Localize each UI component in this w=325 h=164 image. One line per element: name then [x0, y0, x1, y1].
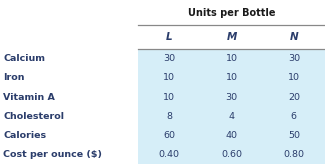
Text: 10: 10: [163, 92, 175, 102]
FancyBboxPatch shape: [201, 107, 263, 126]
Text: 10: 10: [226, 73, 238, 82]
FancyBboxPatch shape: [138, 107, 201, 126]
Text: 0.80: 0.80: [283, 150, 304, 159]
Text: 40: 40: [226, 131, 238, 140]
Text: 10: 10: [288, 73, 300, 82]
FancyBboxPatch shape: [201, 68, 263, 87]
Text: 4: 4: [228, 112, 235, 121]
Text: 30: 30: [288, 54, 300, 63]
Text: 0.40: 0.40: [159, 150, 180, 159]
Text: Cholesterol: Cholesterol: [3, 112, 64, 121]
FancyBboxPatch shape: [138, 68, 201, 87]
Text: 30: 30: [163, 54, 175, 63]
FancyBboxPatch shape: [201, 49, 263, 68]
Text: 50: 50: [288, 131, 300, 140]
FancyBboxPatch shape: [263, 68, 325, 87]
FancyBboxPatch shape: [138, 145, 201, 164]
Text: 0.60: 0.60: [221, 150, 242, 159]
FancyBboxPatch shape: [263, 87, 325, 107]
FancyBboxPatch shape: [263, 145, 325, 164]
Text: Cost per ounce ($): Cost per ounce ($): [3, 150, 102, 159]
Text: Vitamin A: Vitamin A: [3, 92, 55, 102]
FancyBboxPatch shape: [138, 49, 201, 68]
FancyBboxPatch shape: [263, 49, 325, 68]
Text: L: L: [166, 32, 173, 42]
Text: 30: 30: [226, 92, 238, 102]
FancyBboxPatch shape: [138, 87, 201, 107]
Text: 8: 8: [166, 112, 172, 121]
Text: M: M: [227, 32, 237, 42]
Text: 10: 10: [226, 54, 238, 63]
Text: 6: 6: [291, 112, 297, 121]
Text: N: N: [290, 32, 298, 42]
Text: 60: 60: [163, 131, 175, 140]
Text: Iron: Iron: [3, 73, 25, 82]
Text: 10: 10: [163, 73, 175, 82]
Text: Calories: Calories: [3, 131, 46, 140]
Text: 20: 20: [288, 92, 300, 102]
FancyBboxPatch shape: [201, 87, 263, 107]
Text: Units per Bottle: Units per Bottle: [188, 8, 275, 18]
FancyBboxPatch shape: [201, 145, 263, 164]
FancyBboxPatch shape: [263, 107, 325, 126]
FancyBboxPatch shape: [201, 126, 263, 145]
FancyBboxPatch shape: [138, 126, 201, 145]
Text: Calcium: Calcium: [3, 54, 45, 63]
FancyBboxPatch shape: [263, 126, 325, 145]
